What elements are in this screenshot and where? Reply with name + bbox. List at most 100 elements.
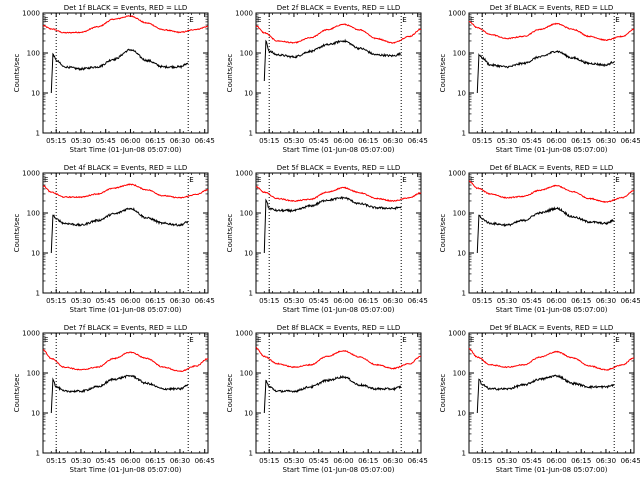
events-series-line	[50, 207, 189, 254]
marker-letter: E	[470, 336, 474, 344]
lld-series-line	[255, 186, 422, 203]
y-tick-label: 100	[27, 50, 40, 58]
y-tick-label: 10	[31, 250, 40, 258]
y-tick-label: 10	[31, 90, 40, 98]
panel-title: Det 4f BLACK = Events, RED = LLD	[64, 164, 187, 172]
plot-frame	[42, 172, 209, 294]
x-tick-label: 06:45	[621, 137, 640, 145]
x-tick-label: 06:30	[596, 297, 616, 305]
plot-frame	[42, 332, 209, 454]
x-tick-label: 05:45	[96, 457, 116, 465]
y-tick-label: 1	[249, 450, 253, 458]
y-tick-label: 10	[31, 410, 40, 418]
x-tick-label: 06:30	[596, 457, 616, 465]
y-tick-label: 1000	[448, 330, 466, 338]
y-tick-label: 1	[462, 130, 466, 138]
marker-letter: E	[402, 336, 406, 344]
events-series-line	[263, 196, 402, 254]
y-tick-label: 100	[240, 50, 253, 58]
plot-frame	[42, 12, 209, 134]
y-tick-label: 1	[36, 130, 40, 138]
y-tick-label: 10	[244, 410, 253, 418]
x-tick-label: 06:45	[195, 457, 215, 465]
plot-frame	[255, 172, 422, 294]
y-axis-label: Counts/sec	[439, 54, 447, 93]
x-tick-label: 05:45	[309, 457, 329, 465]
x-tick-label: 05:45	[522, 137, 542, 145]
x-axis-label: Start Time (01-Jun-08 05:07:00)	[283, 146, 395, 154]
x-tick-label: 05:30	[71, 137, 91, 145]
x-tick-label: 06:15	[571, 297, 591, 305]
marker-letter: E	[615, 336, 619, 344]
x-axis-label: Start Time (01-Jun-08 05:07:00)	[70, 146, 182, 154]
y-axis-label: Counts/sec	[226, 54, 234, 93]
marker-letter: E	[189, 16, 193, 24]
y-tick-label: 10	[457, 250, 466, 258]
x-tick-label: 06:00	[333, 297, 353, 305]
x-tick-label: 06:30	[596, 137, 616, 145]
x-axis-label: Start Time (01-Jun-08 05:07:00)	[496, 466, 608, 474]
marker-letter: E	[257, 176, 261, 184]
y-tick-label: 10	[244, 90, 253, 98]
x-tick-label: 06:30	[170, 137, 190, 145]
marker-letter: E	[615, 176, 619, 184]
y-axis-label: Counts/sec	[226, 214, 234, 253]
lld-series-line	[42, 349, 209, 373]
marker-letter: E	[44, 336, 48, 344]
x-tick-label: 06:45	[621, 297, 640, 305]
x-tick-label: 05:15	[472, 297, 492, 305]
x-tick-label: 05:15	[46, 457, 66, 465]
panel-title: Det 5f BLACK = Events, RED = LLD	[277, 164, 400, 172]
y-tick-label: 100	[240, 370, 253, 378]
x-tick-label: 06:45	[195, 297, 215, 305]
lld-series-line	[468, 20, 635, 42]
y-tick-label: 1000	[235, 170, 253, 178]
y-axis-label: Counts/sec	[439, 374, 447, 413]
y-tick-label: 1	[462, 450, 466, 458]
x-tick-label: 05:30	[71, 297, 91, 305]
y-tick-label: 100	[453, 370, 466, 378]
events-series-line	[476, 206, 615, 254]
x-tick-label: 05:15	[46, 137, 66, 145]
x-tick-label: 06:45	[408, 297, 428, 305]
y-tick-label: 10	[457, 90, 466, 98]
x-tick-label: 06:15	[145, 457, 165, 465]
y-tick-label: 1	[36, 450, 40, 458]
y-axis-label: Counts/sec	[13, 54, 21, 93]
marker-letter: E	[189, 176, 193, 184]
marker-letter: E	[257, 16, 261, 24]
x-axis-label: Start Time (01-Jun-08 05:07:00)	[283, 306, 395, 314]
y-tick-label: 100	[453, 210, 466, 218]
x-tick-label: 06:45	[621, 457, 640, 465]
marker-letter: E	[44, 16, 48, 24]
x-tick-label: 05:45	[309, 137, 329, 145]
x-tick-label: 06:00	[120, 457, 140, 465]
x-tick-label: 05:15	[259, 137, 279, 145]
x-tick-label: 06:15	[571, 457, 591, 465]
panel-title: Det 1f BLACK = Events, RED = LLD	[64, 4, 187, 12]
x-tick-label: 05:15	[259, 297, 279, 305]
y-tick-label: 1000	[448, 10, 466, 18]
y-tick-label: 1000	[22, 330, 40, 338]
x-tick-label: 06:30	[170, 457, 190, 465]
y-tick-label: 1000	[235, 330, 253, 338]
marker-letter: E	[44, 176, 48, 184]
marker-letter: E	[470, 16, 474, 24]
x-tick-label: 05:45	[522, 457, 542, 465]
x-tick-label: 06:15	[358, 297, 378, 305]
events-series-line	[50, 374, 189, 414]
detector-panel: Det 6f BLACK = Events, RED = LLD 1 10 100 10…	[439, 164, 640, 314]
x-tick-label: 06:00	[546, 137, 566, 145]
detector-panel: Det 8f BLACK = Events, RED = LLD 1 10 100 10…	[226, 324, 428, 474]
panel-title: Det 9f BLACK = Events, RED = LLD	[490, 324, 613, 332]
detector-panel: Det 9f BLACK = Events, RED = LLD 1 10 100 10…	[439, 324, 640, 474]
panel-title: Det 7f BLACK = Events, RED = LLD	[64, 324, 187, 332]
marker-letter: E	[470, 176, 474, 184]
y-tick-label: 10	[244, 250, 253, 258]
events-series-line	[476, 50, 615, 94]
lld-series-line	[468, 348, 635, 371]
x-tick-label: 06:00	[546, 457, 566, 465]
x-tick-label: 05:45	[96, 297, 116, 305]
y-tick-label: 1	[249, 290, 253, 298]
